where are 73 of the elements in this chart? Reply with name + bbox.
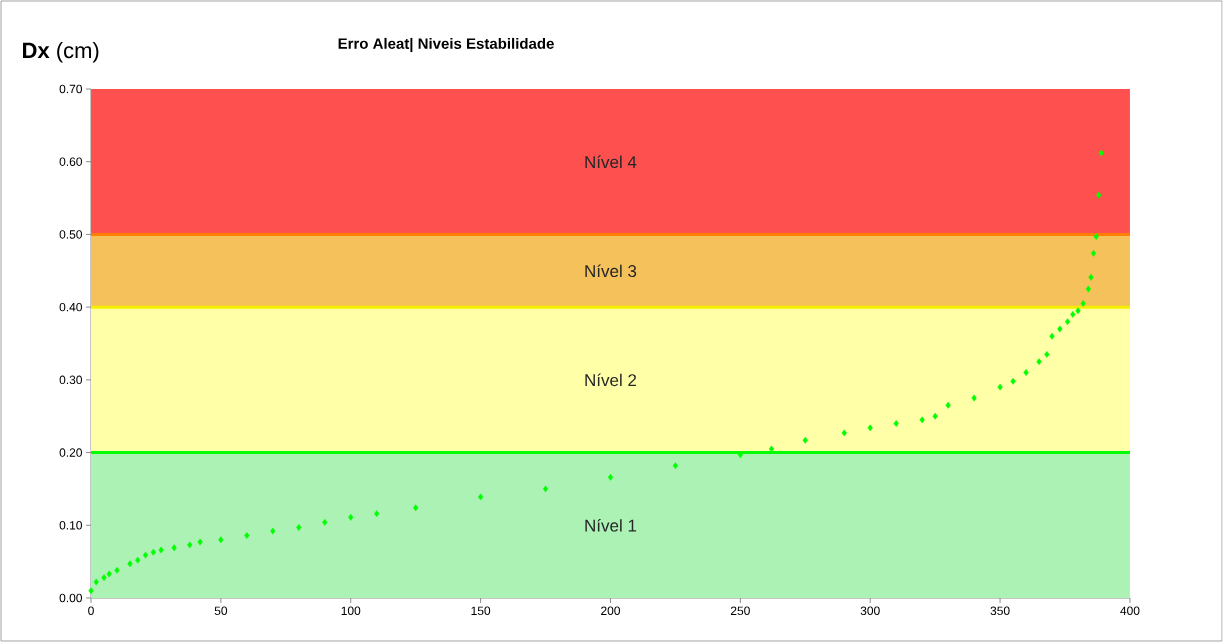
point — [1070, 311, 1076, 318]
y-tick-label: 0.50 — [59, 230, 83, 239]
point — [1036, 358, 1042, 366]
point — [893, 420, 899, 427]
point — [93, 578, 99, 586]
point — [542, 485, 549, 493]
point — [1090, 249, 1097, 257]
x-tick-label: 400 — [1120, 606, 1140, 616]
point — [1096, 191, 1102, 199]
point — [348, 513, 354, 521]
point — [1088, 273, 1094, 281]
x-tick-label: 50 — [214, 606, 228, 616]
point — [802, 436, 808, 444]
point — [244, 532, 250, 539]
point — [322, 518, 328, 526]
point — [1057, 325, 1063, 333]
band-label: Nível 2 — [585, 373, 637, 387]
point — [1080, 300, 1086, 307]
point — [413, 504, 419, 512]
point — [919, 416, 925, 424]
point — [197, 538, 203, 546]
x-tick-label: 100 — [341, 606, 361, 616]
point — [1023, 369, 1029, 376]
point — [135, 556, 141, 564]
point — [945, 401, 951, 409]
y-tick-label: 0.70 — [59, 84, 83, 94]
point — [187, 541, 193, 549]
point — [114, 566, 120, 574]
point — [932, 412, 938, 420]
x-tick-label: 350 — [990, 606, 1010, 616]
point — [150, 548, 156, 556]
y-tick-label: 0.60 — [59, 157, 83, 166]
point — [971, 394, 977, 402]
point — [88, 587, 94, 595]
point — [101, 574, 107, 582]
point — [1065, 318, 1071, 326]
x-tick-label: 300 — [860, 606, 880, 616]
y-tick-label: 0.40 — [59, 302, 83, 312]
y-tick-label: 0.00 — [59, 593, 83, 603]
point — [1010, 377, 1016, 385]
x-tick-label: 0 — [88, 606, 94, 616]
y-tick-label: 0.30 — [59, 375, 83, 385]
point — [672, 462, 679, 470]
point — [127, 560, 133, 568]
point — [867, 424, 873, 432]
chart-title: Erro Aleat| Niveis Estabilidade — [338, 37, 554, 53]
point — [1098, 149, 1104, 157]
point — [158, 546, 164, 554]
point — [607, 473, 614, 481]
y-axis-title: Dx (cm) — [23, 42, 99, 63]
point — [1093, 233, 1099, 240]
band-label: Nível 4 — [585, 155, 637, 169]
point — [841, 429, 847, 437]
point — [997, 383, 1003, 391]
x-tick-label: 250 — [730, 606, 750, 616]
point — [296, 524, 302, 531]
point — [171, 544, 177, 552]
point — [1044, 350, 1050, 358]
point — [1085, 285, 1091, 293]
y-tick-label: 0.20 — [59, 448, 83, 457]
point — [142, 551, 149, 559]
point — [218, 536, 224, 544]
y-tick-label: 0.10 — [59, 521, 83, 530]
band-label: Nível 3 — [585, 264, 637, 278]
point — [106, 570, 112, 578]
x-tick-label: 150 — [471, 606, 491, 616]
band-label: Nível 1 — [585, 518, 637, 532]
point — [1049, 332, 1055, 340]
point — [1075, 307, 1081, 315]
point — [478, 493, 484, 501]
point — [270, 527, 276, 535]
x-tick-label: 200 — [601, 606, 621, 616]
point — [374, 510, 380, 518]
